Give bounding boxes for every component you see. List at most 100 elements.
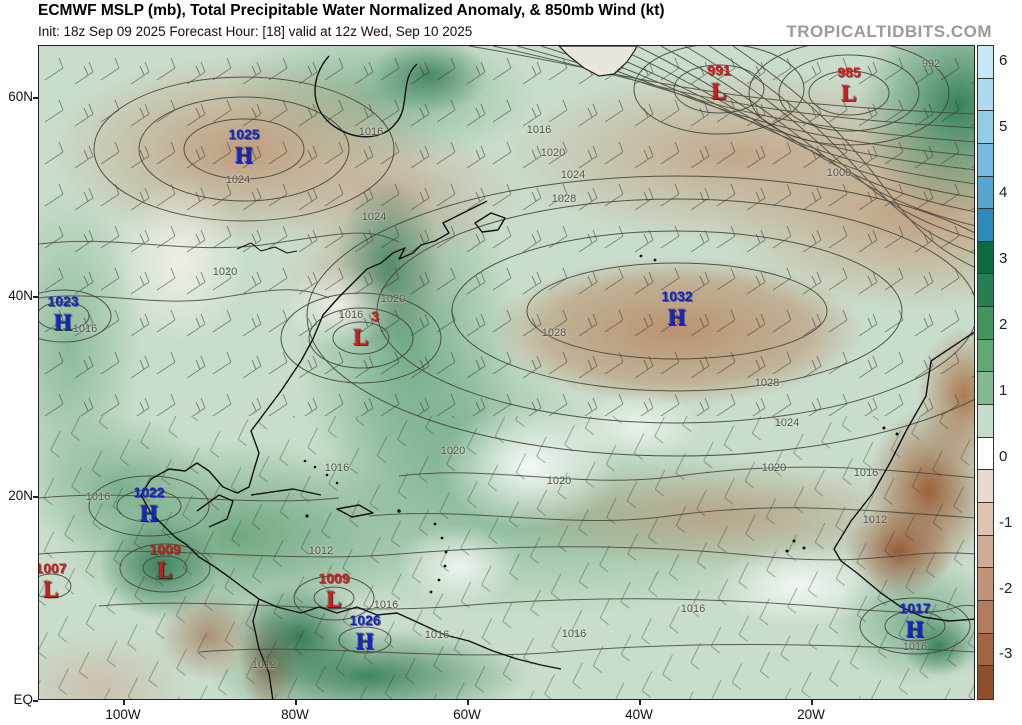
contour-label-1028: 1028	[541, 327, 567, 339]
colorbar-label-2: 2	[999, 316, 1008, 333]
low-center-1007: 1007 L	[38, 560, 83, 602]
contour-label-1020: 1020	[540, 147, 566, 159]
wind-barbs-north	[39, 46, 974, 416]
contour-label-1020: 1020	[380, 293, 406, 305]
map-canvas: 991 L 985 L 1025 H 1023 H 1032 H 3 L 1022 H 1009 L 1007 L…	[38, 45, 975, 700]
colorbar-cell	[978, 209, 993, 242]
contour-label-1016: 1016	[853, 467, 879, 479]
contour-label-1000: 1000	[826, 167, 852, 179]
contour-label-1028: 1028	[754, 377, 780, 389]
high-center-1032: 1032 H	[645, 289, 709, 329]
contour-label-1016: 1016	[324, 462, 350, 474]
contour-label-1016: 1016	[902, 641, 928, 653]
pressure-letter: H	[668, 305, 686, 330]
contour-label-1016: 1016	[561, 628, 587, 640]
lon-label-80w: 80W	[281, 707, 309, 722]
colorbar-cell	[978, 372, 993, 406]
pressure-value: 1007	[38, 560, 67, 576]
colorbar-label--1: -1	[999, 514, 1013, 531]
lon-label-60w: 60W	[453, 707, 481, 722]
contour-label-1012: 1012	[251, 659, 277, 671]
low-center-991: 991 L	[687, 63, 751, 103]
colorbar-label--2: -2	[999, 580, 1013, 597]
pressure-value: 1032	[661, 288, 693, 304]
lat-tickmark	[33, 496, 38, 498]
low-center-985: 985 L	[817, 65, 881, 105]
pressure-value: 1023	[47, 293, 79, 309]
pressure-value: 991	[707, 62, 731, 78]
pressure-value: 1025	[228, 126, 260, 142]
colorbar-cell	[978, 78, 993, 112]
colorbar-label-5: 5	[999, 118, 1008, 135]
colorbar-cell	[978, 46, 993, 79]
lon-label-40w: 40W	[625, 707, 653, 722]
high-center-1023: 1023 H	[39, 293, 95, 334]
contour-label-1028: 1028	[551, 193, 577, 205]
colorbar-cell	[978, 502, 993, 536]
contour-label-1016: 1016	[680, 603, 706, 615]
colorbar-cell	[978, 339, 993, 373]
contour-label-1016: 1016	[358, 126, 384, 138]
pressure-letter: L	[711, 79, 727, 104]
map-title: ECMWF MSLP (mb), Total Precipitable Wate…	[38, 2, 665, 19]
contour-label-1020: 1020	[761, 462, 787, 474]
colorbar-label-6: 6	[999, 52, 1008, 69]
low-center-1009: 1009 L	[133, 542, 197, 582]
colorbar-cell	[978, 111, 993, 144]
contour-label-1012: 1012	[308, 545, 334, 557]
lon-label-100w: 100W	[105, 707, 141, 722]
contour-label-1016: 1016	[85, 491, 111, 503]
colorbar-label-3: 3	[999, 250, 1008, 267]
lon-tickmark	[639, 700, 641, 705]
greenland	[558, 46, 638, 77]
pressure-value: 985	[837, 64, 861, 80]
colorbar-cell	[978, 405, 993, 438]
pressure-letter: H	[235, 143, 253, 168]
lat-label-20n: 20N	[8, 488, 33, 503]
wind-barbs-tropics	[39, 416, 974, 699]
colorbar-cell	[978, 274, 993, 308]
high-center-1026: 1026 H	[333, 613, 397, 653]
colorbar-label-1: 1	[999, 382, 1008, 399]
contour-label-1020: 1020	[546, 475, 572, 487]
pressure-letter: H	[906, 617, 924, 642]
pressure-value: 1022	[133, 484, 165, 500]
contour-label-1012: 1012	[862, 514, 888, 526]
high-center-1022: 1022 H	[117, 485, 181, 525]
pressure-value: 1009	[149, 541, 181, 557]
init-forecast-line: Init: 18z Sep 09 2025 Forecast Hour: [18…	[38, 24, 473, 39]
contour-label-1016: 1016	[424, 629, 450, 641]
watermark-tropicaltidbits: TROPICALTIDBITS.COM	[786, 22, 992, 41]
contour-label-1024: 1024	[225, 174, 251, 186]
low-center-1009: 1009 L	[302, 571, 366, 611]
high-center-1025: 1025 H	[212, 127, 276, 167]
colorbar-cell	[978, 633, 993, 667]
lat-tickmark	[33, 296, 38, 298]
colorbar-label-4: 4	[999, 184, 1008, 201]
contour-label-1016: 1016	[72, 323, 98, 335]
lat-label-eq: EQ	[13, 692, 33, 707]
pressure-letter: L	[43, 577, 59, 602]
contour-label-1024: 1024	[774, 417, 800, 429]
pressure-value: 1026	[349, 612, 381, 628]
colorbar-cell	[978, 176, 993, 210]
lon-label-20w: 20W	[797, 707, 825, 722]
pressure-letter: H	[356, 629, 374, 654]
pressure-value: 3	[371, 308, 379, 324]
contour-label-1016: 1016	[526, 124, 552, 136]
contour-label-1024: 1024	[560, 169, 586, 181]
coastlines	[140, 55, 974, 699]
contour-label-1024: 1024	[361, 211, 387, 223]
pressure-value: 1017	[899, 600, 931, 616]
isobar-wind-overlay	[39, 46, 974, 699]
lat-label-40n: 40N	[8, 288, 33, 303]
pressure-letter: L	[157, 558, 173, 583]
colorbar-cell	[978, 241, 993, 275]
high-center-1017: 1017 H	[883, 601, 947, 641]
isobar-rings	[39, 46, 974, 655]
colorbar-cell	[978, 437, 993, 471]
lon-tickmark	[123, 700, 125, 705]
contour-label-1020: 1020	[212, 266, 238, 278]
colorbar-cell	[978, 600, 993, 634]
island-dots	[303, 254, 899, 594]
